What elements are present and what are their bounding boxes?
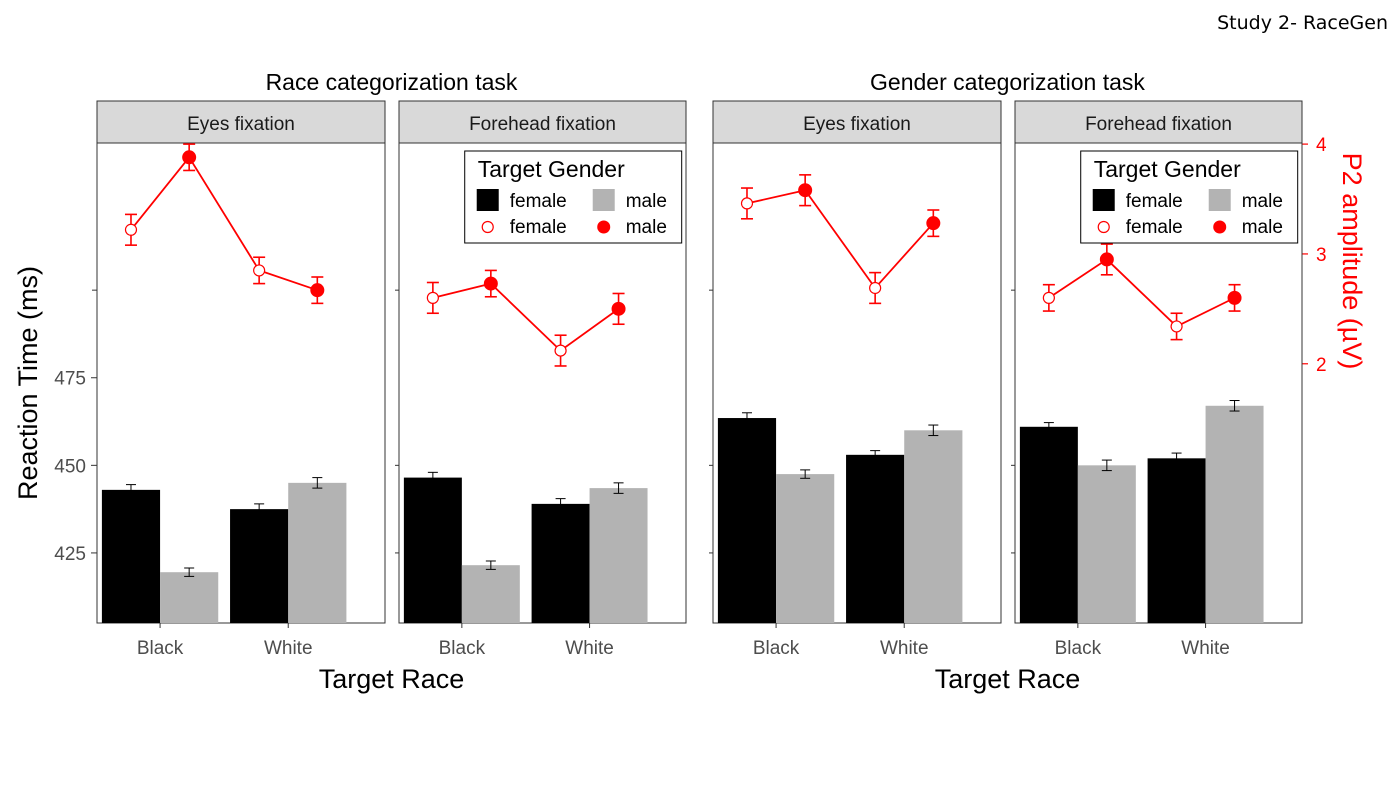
p2-point-male <box>483 276 498 291</box>
legend-swatch-female-point <box>481 220 494 234</box>
y-tick-label: 425 <box>54 544 86 565</box>
bar-male <box>461 565 520 623</box>
x-tick-label: White <box>565 638 614 659</box>
legend-label: female <box>1126 191 1183 212</box>
facet-panel: Eyes fixation Black White <box>96 100 386 659</box>
x-axis-title: Target Race <box>319 664 465 694</box>
facet-strip-label: Eyes fixation <box>187 114 295 135</box>
facet-panel: Eyes fixation Black White <box>709 100 1002 659</box>
p2-line <box>1048 258 1235 328</box>
bar-female <box>403 477 462 623</box>
p2-line <box>746 189 934 290</box>
x-tick-label: Black <box>137 638 184 659</box>
legend: Target Gender female male female male <box>464 150 683 244</box>
y-tick-label: 450 <box>54 456 86 477</box>
p2-point-female <box>426 291 439 304</box>
facet-panel: Forehead fixation Black White Target Gender… <box>1011 100 1303 659</box>
x-tick-label: Black <box>1055 638 1102 659</box>
bar-female <box>1019 426 1078 623</box>
facet-panel: Forehead fixation Black White Target Gender… <box>395 100 687 659</box>
p2-point-male <box>1099 252 1114 267</box>
legend-label: male <box>1242 217 1283 238</box>
legend-swatch-female-point <box>1097 220 1110 234</box>
legend-swatch-female-bar <box>476 189 499 211</box>
p2-point-male <box>611 301 626 316</box>
bar-male <box>1077 465 1136 623</box>
p2-point-female <box>554 344 567 357</box>
bar-male <box>776 474 835 623</box>
bar-male <box>589 488 648 623</box>
group-title: Race categorization task <box>266 69 518 95</box>
bar-female <box>1147 458 1206 623</box>
facet-strip-label: Forehead fixation <box>469 114 616 135</box>
p2-point-male <box>182 150 197 165</box>
facet-strip-label: Forehead fixation <box>1085 114 1232 135</box>
y2-tick-label: 3 <box>1316 245 1327 266</box>
facet-strip <box>712 100 1002 144</box>
legend-label: male <box>626 191 667 212</box>
x-tick-label: Black <box>753 638 800 659</box>
p2-point-female <box>869 281 882 295</box>
bar-male <box>1205 405 1264 623</box>
bar-female <box>717 418 777 623</box>
x-tick-label: Black <box>439 638 486 659</box>
legend-swatch-male-point <box>597 220 611 234</box>
legend-box <box>464 150 683 244</box>
p2-point-female <box>1042 291 1055 304</box>
legend-swatch-male-point <box>1213 220 1227 234</box>
legend-label: male <box>626 217 667 238</box>
bar-male <box>160 572 219 623</box>
p2-point-female <box>1170 320 1183 333</box>
p2-point-male <box>798 183 813 198</box>
legend: Target Gender female male female male <box>1080 150 1299 244</box>
x-axis-title: Target Race <box>935 664 1081 694</box>
legend-title: Target Gender <box>1094 156 1241 182</box>
group-title: Gender categorization task <box>870 69 1145 95</box>
p2-point-female <box>253 264 266 277</box>
p2-point-male <box>310 283 325 298</box>
bar-female <box>846 454 905 623</box>
legend-label: female <box>510 217 567 238</box>
x-tick-label: White <box>880 638 929 659</box>
y-axis-title: Reaction Time (ms) <box>13 266 43 500</box>
legend-swatch-male-bar <box>1208 189 1231 211</box>
p2-point-female <box>740 197 754 210</box>
p2-line <box>130 155 318 292</box>
legend-label: female <box>510 191 567 212</box>
legend-swatch-female-bar <box>1092 189 1115 211</box>
facet-strip <box>96 100 386 144</box>
p2-point-male <box>1227 290 1242 305</box>
legend-box <box>1080 150 1299 244</box>
y2-tick-label: 4 <box>1316 135 1327 156</box>
legend-label: male <box>1242 191 1283 212</box>
legend-label: female <box>1126 217 1183 238</box>
p2-point-female <box>124 223 138 236</box>
y2-axis-title: P2 amplitude (µV) <box>1337 153 1367 370</box>
y-tick-label: 475 <box>54 369 86 390</box>
p2-point-male <box>926 216 941 231</box>
bar-female <box>531 503 590 623</box>
facet-strip <box>1014 100 1303 144</box>
facet-strip <box>398 100 687 144</box>
p2-line <box>432 282 620 352</box>
bar-male <box>904 430 963 623</box>
y2-tick-label: 2 <box>1316 355 1327 376</box>
legend-title: Target Gender <box>478 156 625 182</box>
bar-female <box>230 509 289 623</box>
x-tick-label: White <box>264 638 313 659</box>
legend-swatch-male-bar <box>592 189 615 211</box>
x-tick-label: White <box>1181 638 1230 659</box>
bar-male <box>288 482 347 623</box>
study-label: Study 2- RaceGen <box>1217 12 1388 34</box>
facet-strip-label: Eyes fixation <box>803 114 911 135</box>
bar-female <box>101 489 161 623</box>
